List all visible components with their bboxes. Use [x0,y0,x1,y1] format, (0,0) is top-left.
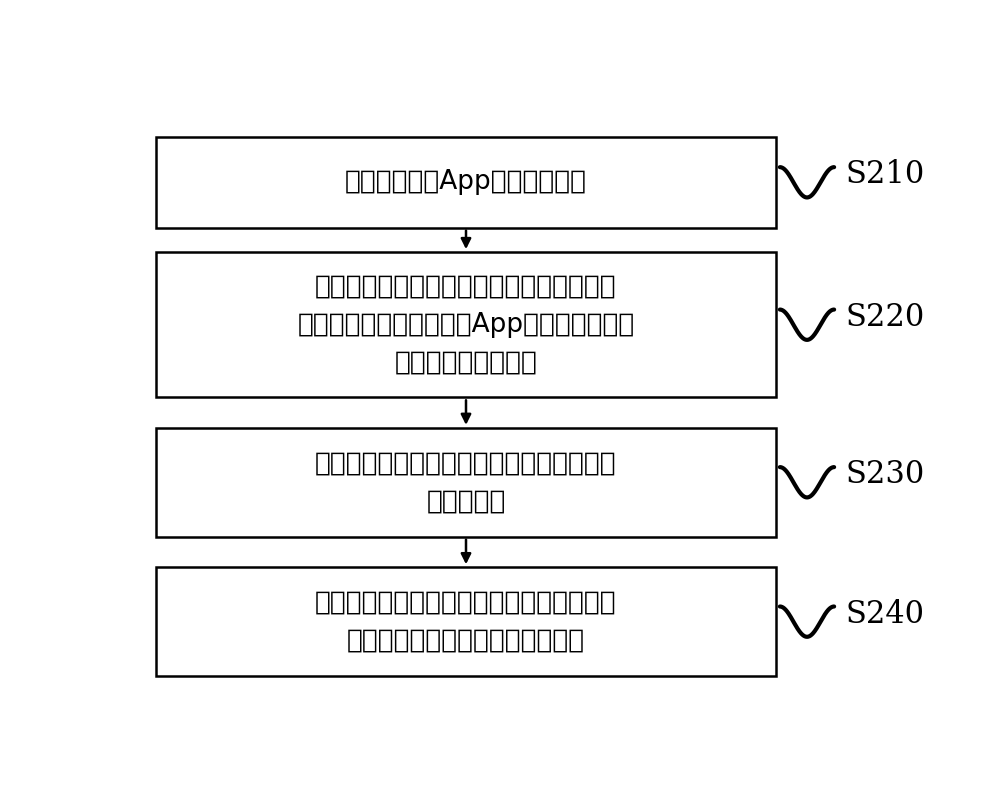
Text: S230: S230 [846,459,925,490]
FancyBboxPatch shape [156,252,776,397]
FancyBboxPatch shape [156,567,776,676]
FancyBboxPatch shape [156,427,776,537]
Text: S220: S220 [846,301,925,333]
Text: 采用所述训练数据进行主题建模，生成候选
主题模型。: 采用所述训练数据进行主题建模，生成候选 主题模型。 [315,450,617,514]
Text: S240: S240 [846,599,925,630]
Text: S210: S210 [846,159,925,190]
Text: 将第一分词词库输入至分词系统中，并采用
分词系统对所述至少两个App的描述文本进行
分词，获得训练数据: 将第一分词词库输入至分词系统中，并采用 分词系统对所述至少两个App的描述文本进… [297,274,635,375]
Text: 采用该多个功能标签替换该候选主题模型的
多个主题，生成该目标主题模型。: 采用该多个功能标签替换该候选主题模型的 多个主题，生成该目标主题模型。 [315,589,617,654]
Text: 获取至少两个App的基本信息。: 获取至少两个App的基本信息。 [345,169,587,195]
FancyBboxPatch shape [156,137,776,227]
